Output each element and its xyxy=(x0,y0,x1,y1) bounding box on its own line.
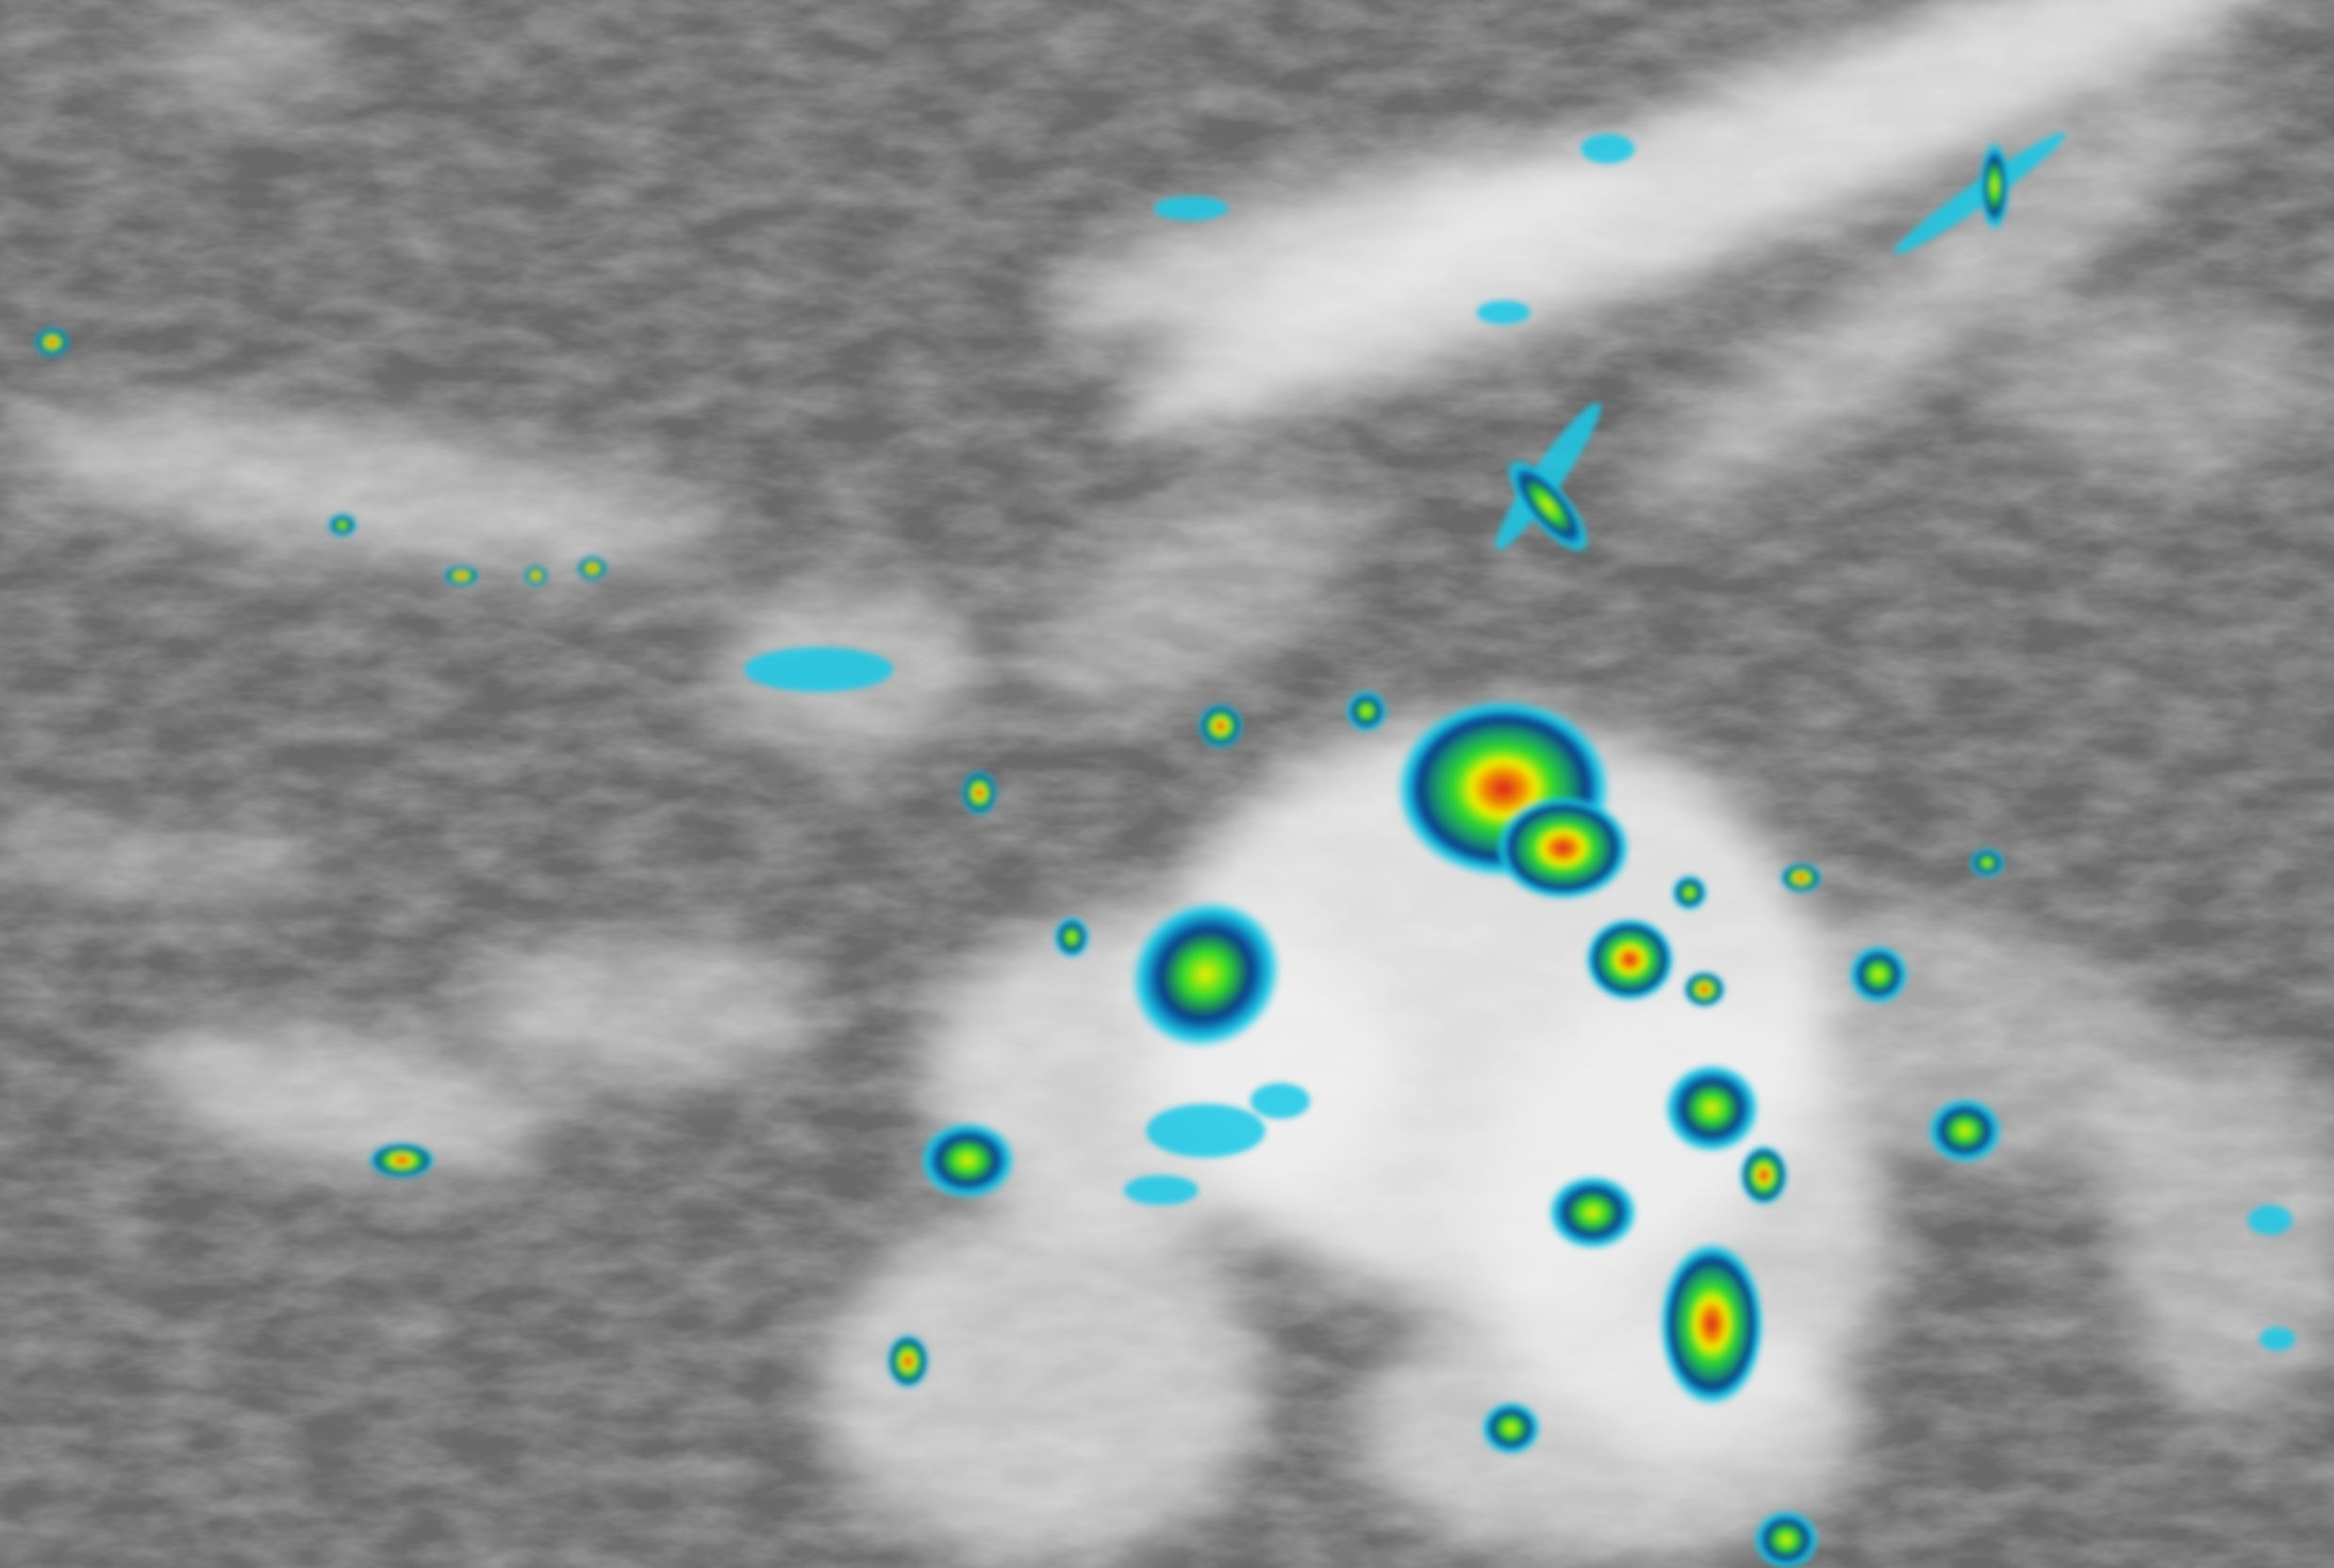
cloud-mass xyxy=(1030,476,1352,714)
cloud-mass xyxy=(1117,0,2307,430)
storm-cell xyxy=(919,1121,1016,1199)
storm-cell xyxy=(577,556,608,581)
cold-cloud-tops xyxy=(744,132,2295,1351)
storm-cell xyxy=(886,1334,929,1389)
storm-cell xyxy=(34,327,71,357)
storm-cell xyxy=(1198,703,1244,749)
storm-cell xyxy=(1585,917,1675,1001)
storm-cell xyxy=(1496,796,1630,900)
cold-cloud-top xyxy=(1153,196,1229,221)
cloud-mass xyxy=(1628,78,2243,517)
cold-cloud-top xyxy=(1250,1082,1311,1119)
storm-cell xyxy=(1969,848,2006,878)
storm-cell xyxy=(1345,690,1388,733)
cloud-mass xyxy=(0,829,327,897)
storm-cell xyxy=(1053,916,1090,959)
storm-cell xyxy=(1740,1145,1788,1206)
cloud-mass xyxy=(148,14,328,105)
cold-cloud-top xyxy=(1476,300,1531,324)
storm-cell xyxy=(1671,874,1708,911)
cold-cloud-top xyxy=(1581,134,1635,164)
cloud-mass xyxy=(1995,297,2323,476)
storm-cell xyxy=(1753,1510,1819,1568)
storm-cell xyxy=(1481,1401,1541,1456)
storm-cell xyxy=(1664,1064,1760,1153)
cold-cloud-top xyxy=(1123,1175,1199,1206)
cloud-mass xyxy=(3,407,712,574)
storm-cell xyxy=(1779,863,1823,893)
storm-cell xyxy=(1848,944,1909,1005)
storm-cell xyxy=(1683,971,1726,1008)
cloud-mass xyxy=(922,907,1399,1235)
storm-cell xyxy=(369,1142,435,1179)
storm-cell xyxy=(1659,1242,1764,1407)
storm-cell xyxy=(1979,140,2010,231)
cloud-mass xyxy=(2113,1056,2334,1413)
storm-cell xyxy=(327,513,357,537)
storm-cell xyxy=(1548,1175,1638,1250)
cloud-mass xyxy=(819,1205,1266,1562)
cold-cloud-top xyxy=(1146,1103,1266,1158)
convective-cells xyxy=(34,140,2010,1568)
cloud-mass xyxy=(137,1025,549,1177)
cloud-mass xyxy=(461,937,819,1086)
storm-cell xyxy=(1131,900,1282,1048)
storm-cell xyxy=(523,565,548,586)
storm-cell xyxy=(1928,1098,2003,1164)
cold-cloud-top xyxy=(2260,1327,2295,1351)
cloud-mass xyxy=(1051,141,1628,335)
cold-cloud-top xyxy=(2247,1205,2293,1235)
cold-cloud-top xyxy=(744,647,894,692)
cold-cloud-top xyxy=(1894,132,2066,255)
storm-cell xyxy=(1506,458,1590,553)
storm-cell xyxy=(961,770,998,816)
storm-cell xyxy=(443,565,480,586)
